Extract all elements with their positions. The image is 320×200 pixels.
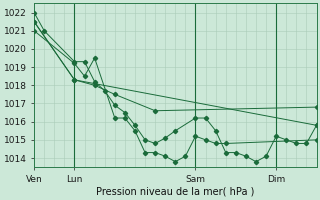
X-axis label: Pression niveau de la mer( hPa ): Pression niveau de la mer( hPa ) — [96, 187, 254, 197]
